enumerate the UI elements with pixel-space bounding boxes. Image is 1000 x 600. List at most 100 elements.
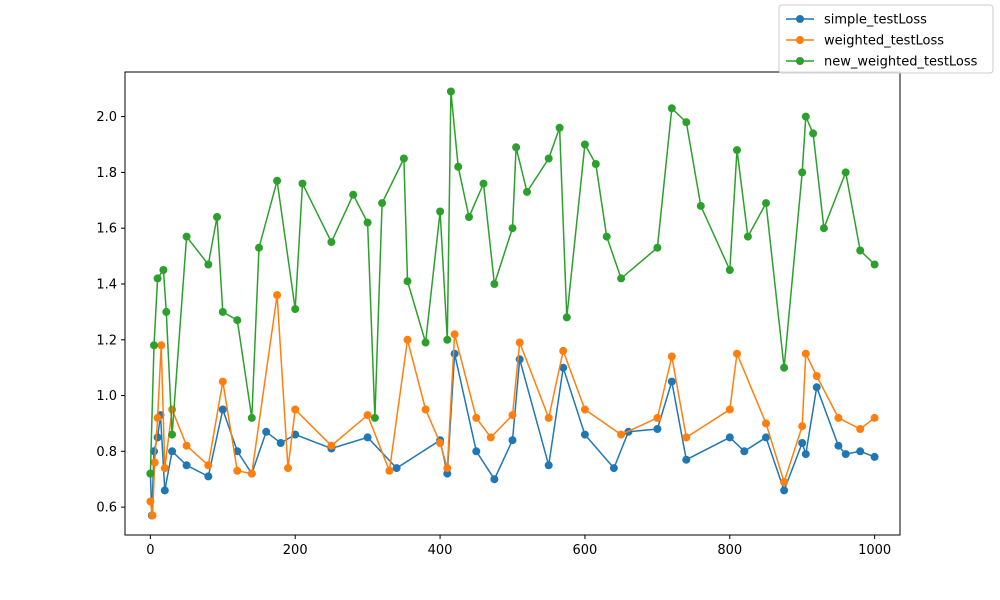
data-point [150, 458, 159, 467]
data-point [515, 338, 524, 347]
data-point [298, 179, 307, 188]
data-point [512, 143, 521, 152]
x-tick-label: 200 [283, 543, 308, 558]
data-point [725, 433, 734, 442]
legend-marker [796, 15, 804, 23]
data-point [812, 383, 821, 392]
data-point [682, 455, 691, 464]
data-point [472, 447, 481, 456]
data-point [378, 199, 387, 208]
legend-label: simple_testLoss [824, 13, 927, 28]
y-tick-label: 1.8 [96, 166, 117, 181]
legend-marker [796, 57, 804, 65]
data-point [162, 307, 171, 316]
data-point [580, 140, 589, 149]
data-point [682, 118, 691, 127]
data-point [204, 472, 213, 481]
data-point [327, 441, 336, 450]
data-point [421, 405, 430, 414]
data-point [399, 154, 408, 163]
data-point [812, 372, 821, 380]
data-point [168, 447, 177, 456]
data-point [555, 123, 564, 132]
plot-area [146, 87, 879, 520]
legend-marker [796, 36, 804, 44]
data-point [218, 307, 227, 316]
data-point [508, 224, 517, 233]
x-tick-label: 400 [428, 543, 453, 558]
data-point [159, 266, 168, 274]
data-point [798, 168, 807, 177]
data-point [544, 461, 553, 470]
data-point [544, 154, 553, 163]
data-point [153, 274, 162, 283]
data-point [403, 335, 412, 344]
data-point [856, 447, 865, 456]
data-point [363, 433, 372, 442]
data-point [182, 232, 191, 241]
x-tick-label: 1000 [858, 543, 891, 558]
data-point [472, 413, 481, 422]
data-point [780, 486, 789, 495]
data-point [436, 207, 445, 216]
data-point [150, 341, 158, 350]
data-point [762, 419, 770, 428]
data-point [682, 433, 691, 442]
legend-box [778, 4, 994, 74]
data-point [450, 349, 459, 358]
data-point [146, 469, 155, 478]
data-point [870, 413, 879, 422]
x-tick-label: 0 [146, 543, 154, 558]
data-point [363, 218, 372, 227]
data-point [667, 104, 676, 113]
data-point [609, 464, 618, 473]
axes-frame [124, 71, 901, 536]
data-point [580, 430, 589, 439]
y-tick-label: 2.0 [96, 110, 117, 125]
data-point [617, 430, 626, 439]
y-tick-label: 1.6 [96, 222, 117, 237]
data-point [255, 243, 263, 252]
data-point [870, 260, 879, 269]
data-point [370, 413, 379, 422]
data-point [436, 439, 445, 447]
data-point [284, 464, 292, 473]
data-point [562, 313, 571, 322]
data-point [479, 179, 488, 188]
series-weighted_testLoss [146, 291, 879, 520]
data-point [454, 162, 463, 171]
data-point [725, 266, 734, 274]
data-point [291, 430, 300, 439]
data-point [508, 436, 517, 445]
data-point [801, 349, 810, 358]
data-point [653, 425, 662, 433]
data-point [667, 352, 676, 361]
y-tick-label: 0.6 [96, 501, 117, 516]
data-point [725, 405, 734, 414]
data-point [218, 377, 227, 386]
data-point [809, 129, 818, 138]
data-point [233, 447, 242, 456]
data-point [696, 201, 705, 210]
y-axis: 0.6 0.8 1.0 1.2 1.4 1.6 1.8 2.0 [96, 110, 125, 516]
data-point [213, 213, 221, 221]
data-point [798, 422, 807, 431]
data-point [856, 246, 865, 255]
data-point [559, 346, 568, 355]
y-tick-label: 1.2 [96, 333, 117, 348]
data-point [834, 413, 843, 422]
data-point [385, 466, 394, 475]
legend: simple_testLoss weighted_testLoss new_weig… [778, 4, 994, 74]
x-tick-label: 600 [573, 543, 598, 558]
data-point [733, 146, 741, 155]
data-point [443, 464, 452, 473]
data-point [273, 176, 282, 185]
data-point [168, 405, 177, 414]
data-point [602, 232, 611, 241]
data-point [168, 430, 177, 439]
data-point [392, 464, 401, 473]
data-point [490, 475, 499, 484]
data-point [291, 405, 300, 414]
x-tick-label: 800 [717, 543, 742, 558]
data-point [247, 413, 256, 422]
